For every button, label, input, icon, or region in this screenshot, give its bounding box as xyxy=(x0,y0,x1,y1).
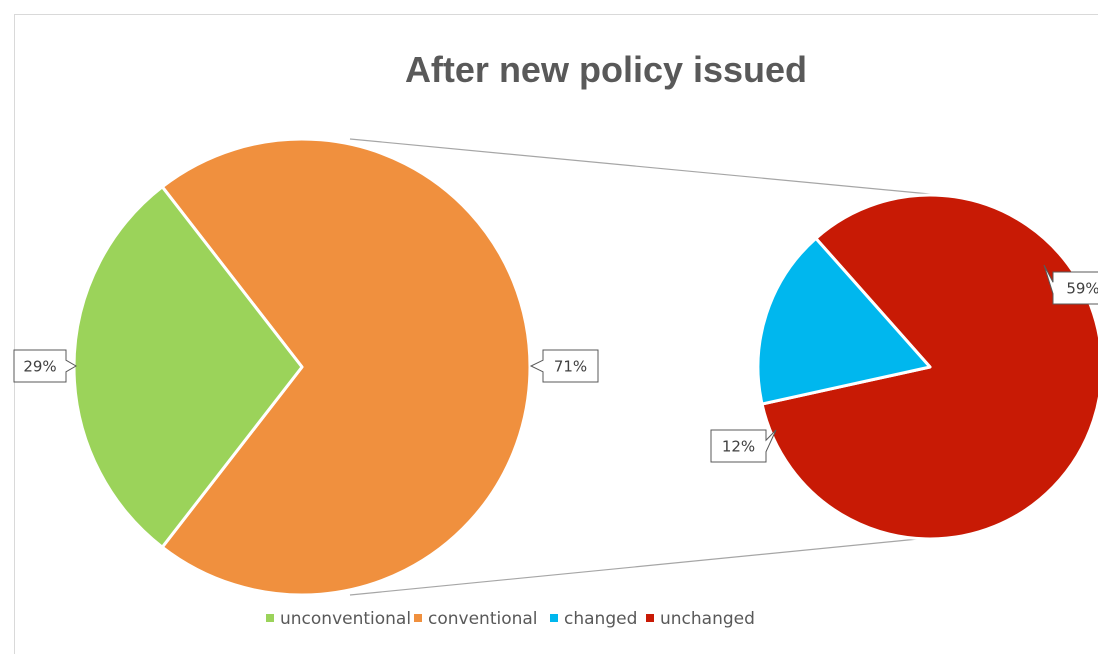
legend-swatch-unchanged xyxy=(646,614,654,622)
connector-line-bottom xyxy=(349,538,919,596)
connector-lines xyxy=(349,138,941,596)
slice-conventional xyxy=(160,137,532,597)
data-label-unconventional-box xyxy=(13,349,78,383)
slice-changed xyxy=(756,236,932,406)
data-label-unconventional: 29% xyxy=(23,358,56,376)
legend: unconventional conventional changed unchang… xyxy=(266,609,755,629)
legend-swatch-changed xyxy=(550,614,558,622)
data-labels: 29% 71% 12% 59% xyxy=(13,264,1098,463)
chart-frame xyxy=(14,14,1098,654)
data-label-conventional: 71% xyxy=(554,358,587,376)
chart-title: After new policy issued xyxy=(405,49,807,90)
legend-swatch-conventional xyxy=(414,614,422,622)
legend-swatch-unconventional xyxy=(266,614,274,622)
connector-line-top xyxy=(349,138,941,196)
primary-pie xyxy=(72,137,532,597)
legend-label-conventional: conventional xyxy=(428,609,538,629)
legend-label-unchanged: unchanged xyxy=(660,609,755,629)
data-label-changed: 12% xyxy=(722,438,755,456)
data-label-conventional-box xyxy=(529,349,599,383)
data-label-unchanged: 59% xyxy=(1066,280,1098,298)
data-label-changed-box xyxy=(710,429,777,463)
data-label-unchanged-box xyxy=(1043,264,1098,305)
legend-label-changed: changed xyxy=(564,609,637,629)
secondary-pie xyxy=(756,193,1098,541)
legend-label-unconventional: unconventional xyxy=(280,609,411,629)
